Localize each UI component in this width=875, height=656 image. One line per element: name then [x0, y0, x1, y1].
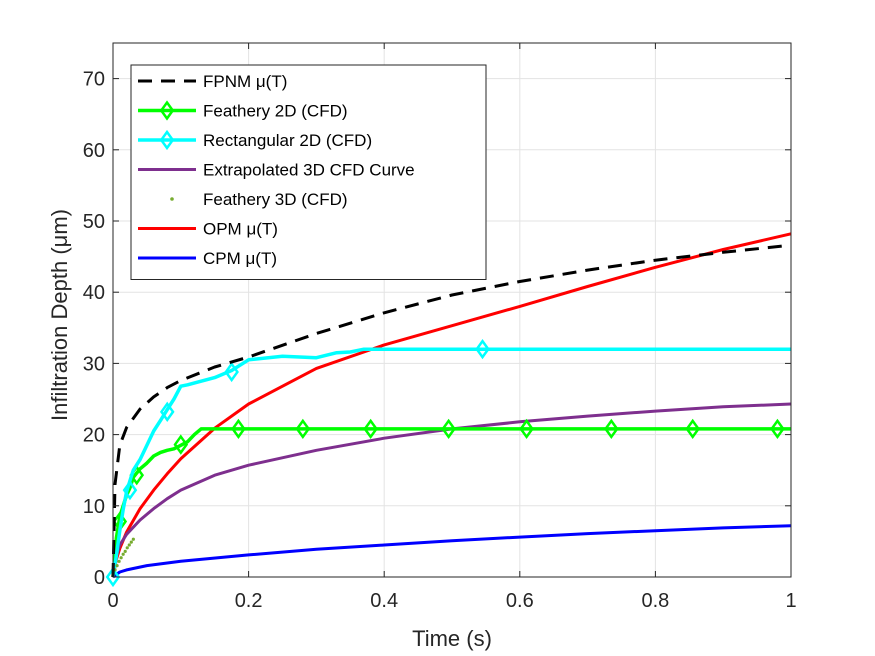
- x-tick-label: 0: [107, 590, 118, 612]
- x-axis-label: Time (s): [412, 626, 492, 651]
- y-axis-label: Infiltration Depth (μm): [47, 209, 72, 421]
- x-tick-label: 1: [785, 590, 796, 612]
- y-tick-label: 40: [83, 282, 105, 304]
- y-tick-label: 10: [83, 496, 105, 518]
- series-line: [111, 243, 792, 578]
- data-point: [127, 543, 131, 547]
- diamond-marker: [231, 418, 246, 440]
- legend-label: FPNM μ(T): [203, 72, 287, 91]
- axes-frame: [112, 42, 792, 578]
- diamond-marker: [224, 361, 239, 383]
- legend-label: OPM μ(T): [203, 220, 278, 239]
- legend-label: CPM μ(T): [203, 249, 277, 268]
- diamond-marker: [685, 418, 700, 440]
- legend-item-fpnm-t: FPNM μ(T): [138, 72, 287, 91]
- diamond-marker: [159, 401, 175, 422]
- series-feathery-3d-cfd: [113, 537, 135, 572]
- legend-item-opm-t: OPM μ(T): [138, 220, 278, 239]
- y-tick-label: 20: [83, 425, 105, 447]
- legend-swatch: [170, 197, 174, 201]
- diamond-marker: [363, 418, 378, 440]
- diamond-marker: [604, 418, 619, 440]
- x-tick-label: 0.2: [235, 590, 263, 612]
- x-tick-label: 0.4: [370, 590, 398, 612]
- series-line: [112, 524, 792, 579]
- legend-label: Feathery 3D (CFD): [203, 190, 348, 209]
- diamond-marker: [770, 418, 785, 440]
- y-tick-label: 50: [83, 211, 105, 233]
- series-layer: [105, 232, 792, 588]
- series-fpnm-t: [111, 243, 792, 578]
- data-point: [125, 546, 129, 550]
- data-point: [117, 559, 121, 563]
- legend-item-feathery-2d-cfd: Feathery 2D (CFD): [138, 100, 348, 121]
- diamond-marker: [475, 339, 490, 360]
- y-tick-label: 0: [94, 567, 105, 589]
- legend-marker: [159, 100, 175, 121]
- legend-marker: [159, 129, 175, 151]
- y-tick-label: 60: [83, 140, 105, 162]
- data-point: [123, 549, 127, 553]
- legend-label: Rectangular 2D (CFD): [203, 131, 372, 150]
- data-point: [129, 540, 133, 544]
- legend-label: Extrapolated 3D CFD Curve: [203, 161, 415, 180]
- legend-item-rectangular-2d-cfd: Rectangular 2D (CFD): [138, 129, 372, 151]
- diamond-marker: [122, 479, 138, 501]
- legend: FPNM μ(T) Feathery 2D (CFD) Rectangular 2D…: [130, 64, 487, 280]
- data-point: [121, 552, 125, 556]
- legend-item-extrapolated-3d-cfd-curve: Extrapolated 3D CFD Curve: [138, 161, 415, 180]
- series-extrapolated-3d-cfd-curve: [111, 402, 792, 578]
- series-line: [111, 402, 792, 578]
- diamond-marker: [295, 418, 311, 440]
- legend-item-feathery-3d-cfd: Feathery 3D (CFD): [170, 190, 348, 209]
- y-tick-label: 30: [83, 353, 105, 375]
- x-tick-label: 0.6: [506, 590, 534, 612]
- diamond-marker: [105, 566, 121, 588]
- data-point: [119, 556, 123, 560]
- series-cpm-t: [112, 524, 792, 579]
- data-point: [131, 537, 135, 541]
- legend-item-cpm-t: CPM μ(T): [138, 249, 277, 268]
- y-tick-label: 70: [83, 69, 105, 91]
- legend-box: [130, 64, 487, 280]
- diamond-marker: [173, 434, 189, 455]
- diamond-marker: [519, 418, 534, 440]
- series-rectangular-2d-cfd: [105, 339, 791, 588]
- data-point: [115, 564, 119, 568]
- diamond-marker: [441, 418, 456, 440]
- legend-label: Feathery 2D (CFD): [203, 102, 348, 121]
- x-tick-label: 0.8: [641, 590, 669, 612]
